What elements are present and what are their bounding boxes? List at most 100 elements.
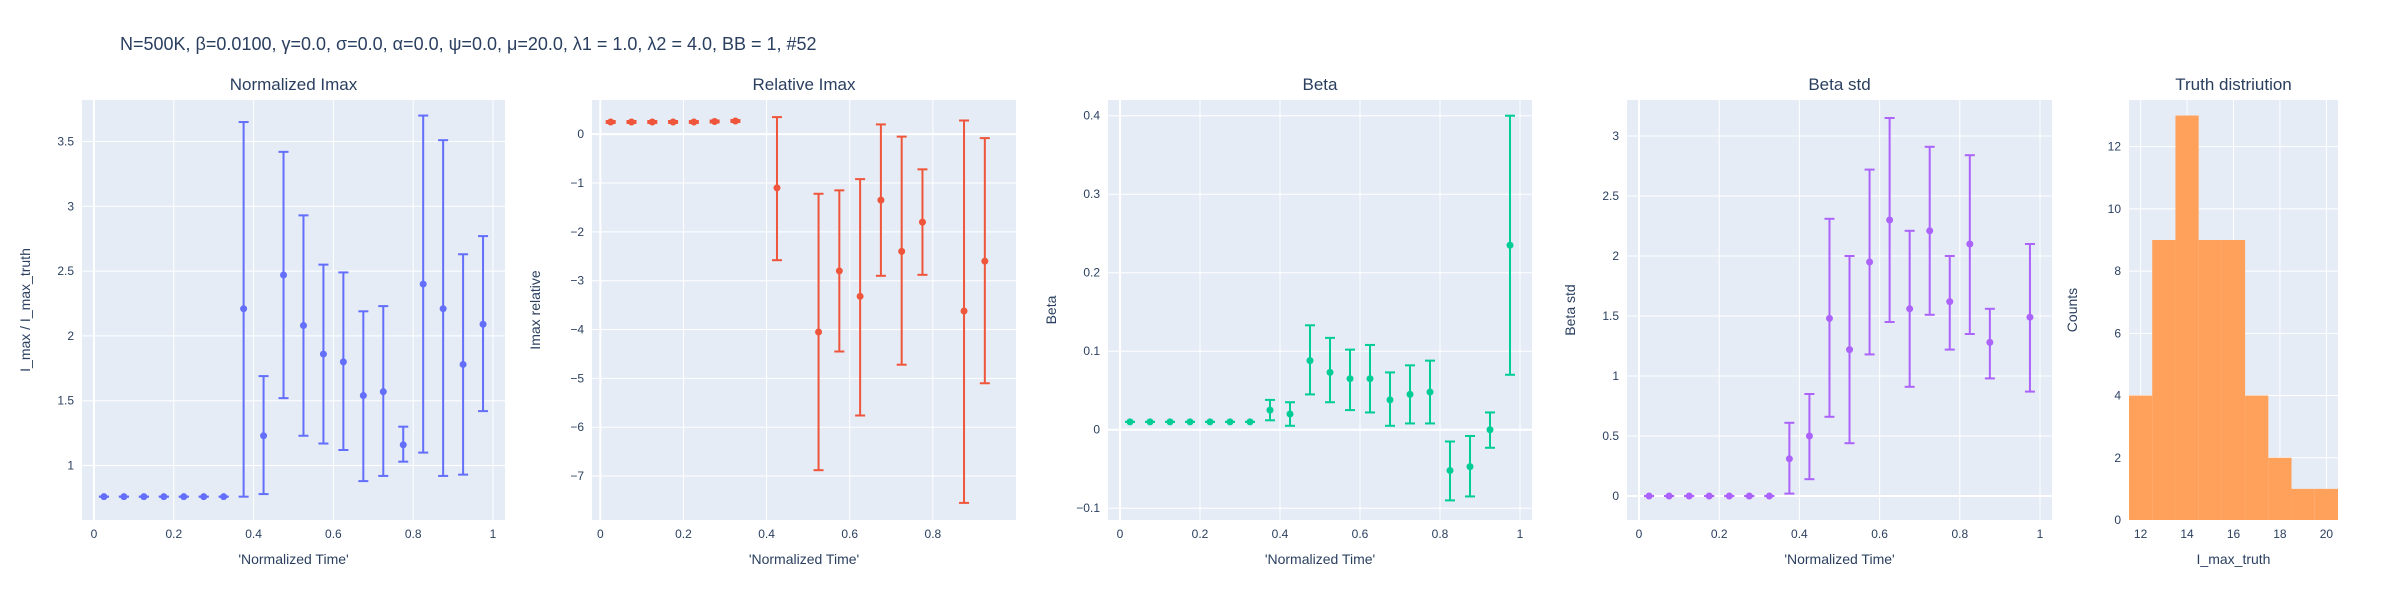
data-point bbox=[669, 118, 677, 126]
data-point bbox=[690, 118, 698, 126]
y-tick-label: 3.5 bbox=[57, 134, 74, 148]
data-point bbox=[960, 307, 968, 315]
x-tick-label: 16 bbox=[2227, 527, 2241, 541]
x-tick-label: 0.4 bbox=[1272, 527, 1289, 541]
data-point bbox=[711, 117, 719, 125]
x-tick-label: 0.2 bbox=[165, 527, 182, 541]
x-tick-label: 0.8 bbox=[405, 527, 422, 541]
x-tick-label: 0.6 bbox=[325, 527, 342, 541]
data-point bbox=[140, 493, 148, 501]
chart-panel-3: −0.1 0 0.1 0.2 0.3 0.4 0 0.2 0.4 0.6 0.8 1 Beta 'Norm… bbox=[1043, 75, 1532, 567]
data-point bbox=[240, 305, 248, 313]
x-tick-label: 0.2 bbox=[1711, 527, 1728, 541]
data-point bbox=[773, 184, 781, 192]
histogram-bar bbox=[2152, 240, 2176, 520]
data-point bbox=[200, 493, 208, 501]
data-point bbox=[419, 280, 427, 288]
data-point bbox=[815, 328, 823, 336]
x-axis-title: 'Normalized Time' bbox=[1784, 551, 1894, 567]
subplot-title: Relative Imax bbox=[753, 75, 856, 94]
data-point bbox=[439, 305, 447, 313]
x-tick-label: 12 bbox=[2134, 527, 2148, 541]
x-axis-title: 'Normalized Time' bbox=[238, 551, 348, 567]
x-tick-label: 0 bbox=[91, 527, 98, 541]
y-tick-label: 6 bbox=[2114, 326, 2121, 340]
y-tick-label: 0.5 bbox=[1602, 429, 1619, 443]
x-tick-label: 20 bbox=[2320, 527, 2334, 541]
data-point bbox=[260, 432, 268, 440]
y-tick-label: 0 bbox=[1612, 489, 1619, 503]
data-point bbox=[1126, 418, 1134, 426]
data-point bbox=[1226, 418, 1234, 426]
x-tick-label: 0.4 bbox=[758, 527, 775, 541]
y-axis-title: I_max / I_max_truth bbox=[17, 248, 33, 372]
x-tick-label: 0 bbox=[1117, 527, 1124, 541]
data-point bbox=[1785, 455, 1793, 463]
data-point bbox=[1386, 396, 1394, 404]
data-point bbox=[981, 257, 989, 265]
histogram-bar bbox=[2221, 240, 2246, 520]
data-point bbox=[1725, 492, 1733, 500]
y-tick-label: 2.5 bbox=[1602, 189, 1619, 203]
data-point bbox=[1266, 406, 1274, 414]
x-tick-label: 0 bbox=[1636, 527, 1643, 541]
histogram-bar bbox=[2268, 457, 2292, 520]
y-tick-label: 2 bbox=[2114, 451, 2121, 465]
x-tick-label: 0.6 bbox=[841, 527, 858, 541]
data-point bbox=[1346, 375, 1354, 383]
x-tick-label: 14 bbox=[2180, 527, 2194, 541]
y-tick-label: 0 bbox=[577, 127, 584, 141]
data-point bbox=[1206, 418, 1214, 426]
y-tick-label: 2.5 bbox=[57, 264, 74, 278]
y-tick-label: 12 bbox=[2108, 140, 2122, 154]
data-point bbox=[299, 322, 307, 330]
histogram-bar bbox=[2245, 395, 2269, 520]
data-point bbox=[180, 493, 188, 501]
data-point bbox=[1705, 492, 1713, 500]
y-tick-label: 3 bbox=[67, 199, 74, 213]
data-point bbox=[1685, 492, 1693, 500]
data-point bbox=[220, 493, 228, 501]
y-tick-label: −1 bbox=[570, 176, 584, 190]
data-point bbox=[1825, 314, 1833, 322]
data-point bbox=[399, 441, 407, 449]
subplot-title: Normalized Imax bbox=[230, 75, 358, 94]
data-point bbox=[1326, 368, 1334, 376]
histogram-bar bbox=[2175, 115, 2199, 521]
data-point bbox=[1246, 418, 1254, 426]
y-tick-label: −4 bbox=[570, 323, 584, 337]
data-point bbox=[648, 118, 656, 126]
data-point bbox=[1166, 418, 1174, 426]
data-point bbox=[627, 118, 635, 126]
data-point bbox=[1146, 418, 1154, 426]
data-point bbox=[479, 320, 487, 328]
subplot-title: Truth distriution bbox=[2175, 75, 2292, 94]
data-point bbox=[1506, 241, 1514, 249]
x-tick-label: 0.8 bbox=[1432, 527, 1449, 541]
y-tick-label: −5 bbox=[570, 371, 584, 385]
y-tick-label: 0.3 bbox=[1083, 187, 1100, 201]
data-point bbox=[1846, 346, 1854, 354]
histogram-bar bbox=[2291, 488, 2315, 520]
y-tick-label: 2 bbox=[1612, 249, 1619, 263]
data-point bbox=[898, 247, 906, 255]
data-point bbox=[1645, 492, 1653, 500]
data-point bbox=[731, 117, 739, 125]
data-point bbox=[100, 493, 108, 501]
y-tick-label: 10 bbox=[2108, 202, 2122, 216]
data-point bbox=[459, 360, 467, 368]
y-tick-label: 4 bbox=[2114, 389, 2121, 403]
y-tick-label: 1 bbox=[1612, 369, 1619, 383]
data-point bbox=[1946, 298, 1954, 306]
chart-panel-4: 0 0.5 1 1.5 2 2.5 3 0 0.2 0.4 0.6 0.8 1 Beta std 'Norm… bbox=[1562, 75, 2052, 567]
x-tick-label: 0 bbox=[597, 527, 604, 541]
plot-area bbox=[1627, 100, 2052, 520]
data-point bbox=[1866, 258, 1874, 266]
y-tick-label: 3 bbox=[1612, 129, 1619, 143]
histogram-bar bbox=[2314, 488, 2338, 520]
data-point bbox=[1446, 467, 1454, 475]
y-tick-label: −6 bbox=[570, 420, 584, 434]
data-point bbox=[1406, 390, 1414, 398]
data-point bbox=[607, 118, 615, 126]
